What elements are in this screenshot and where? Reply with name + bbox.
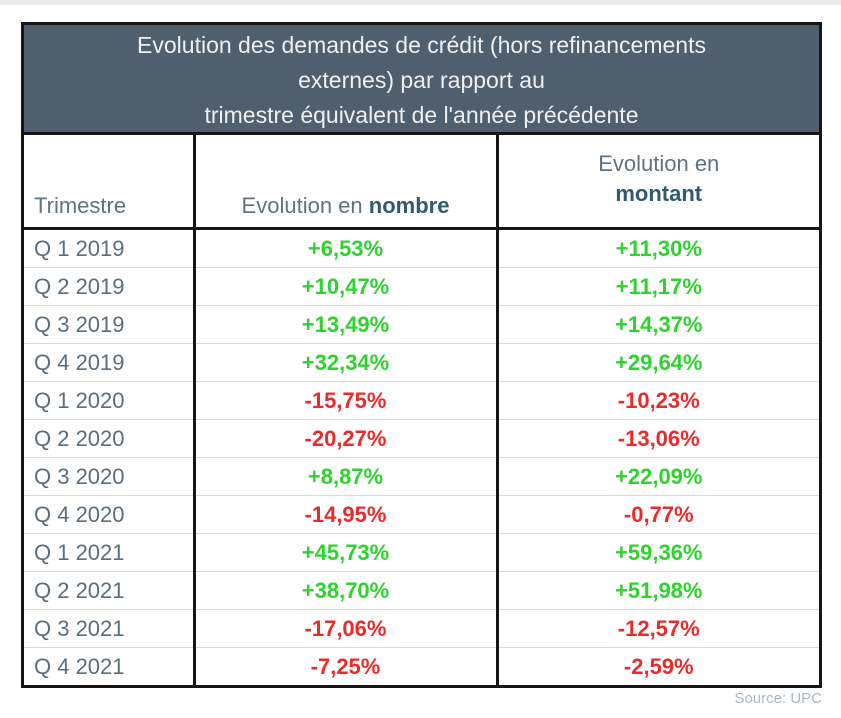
row-label: Q 1 2021 xyxy=(24,533,194,572)
value-cell: +14,37% xyxy=(495,305,819,344)
column-header-nombre: Evolution en nombre xyxy=(192,135,497,230)
value-cell: +22,09% xyxy=(495,457,819,496)
data-table: Trimestre Evolution en nombre Evolution … xyxy=(24,135,819,685)
row-label: Q 2 2020 xyxy=(24,419,194,458)
value-cell: +10,47% xyxy=(192,267,497,306)
value-cell: -7,25% xyxy=(192,647,497,685)
value-cell: -2,59% xyxy=(495,647,819,685)
value-cell: -10,23% xyxy=(495,381,819,420)
row-label: Q 1 2020 xyxy=(24,381,194,420)
value-cell: -13,06% xyxy=(495,419,819,458)
credit-demand-table: Evolution des demandes de crédit (hors r… xyxy=(21,22,822,688)
row-label: Q 2 2021 xyxy=(24,571,194,610)
table-row: Q 2 2021 +38,70% +51,98% xyxy=(24,571,819,610)
value-cell: +8,87% xyxy=(192,457,497,496)
row-label: Q 3 2020 xyxy=(24,457,194,496)
value-cell: +13,49% xyxy=(192,305,497,344)
column-header-nombre-regular: Evolution en xyxy=(241,193,369,218)
table-row: Q 3 2019 +13,49% +14,37% xyxy=(24,305,819,344)
source-note: Source: UPC xyxy=(734,690,822,707)
row-label: Q 3 2021 xyxy=(24,609,194,648)
table-row: Q 4 2019 +32,34% +29,64% xyxy=(24,343,819,382)
table-row: Q 3 2021 -17,06% -12,57% xyxy=(24,609,819,648)
top-strip xyxy=(0,0,841,5)
value-cell: +29,64% xyxy=(495,343,819,382)
row-label: Q 1 2019 xyxy=(34,236,125,261)
column-header-trimestre: Trimestre xyxy=(24,135,194,230)
column-header-nombre-bold: nombre xyxy=(368,193,450,218)
value-cell: +6,53% xyxy=(192,228,497,268)
value-cell: +32,34% xyxy=(192,343,497,382)
table-row: Q 1 2020 -15,75% -10,23% xyxy=(24,381,819,420)
table-row: Q 2 2020 -20,27% -13,06% xyxy=(24,419,819,458)
table-title-line: Evolution des demandes de crédit (hors r… xyxy=(137,32,706,58)
table-row: Q 1 2019 +6,53% +11,30% xyxy=(24,228,819,268)
table-row: Q 4 2021 -7,25% -2,59% xyxy=(24,647,819,685)
row-label: Q 3 2019 xyxy=(24,305,194,344)
value-cell: +11,30% xyxy=(495,228,819,268)
table-title-line: externes) par rapport au xyxy=(298,67,545,93)
row-label: Q 4 2021 xyxy=(24,647,194,685)
value-cell: +45,73% xyxy=(192,533,497,572)
value-cell: +51,98% xyxy=(495,571,819,610)
value-cell: -20,27% xyxy=(192,419,497,458)
value-cell: -12,57% xyxy=(495,609,819,648)
header-row: Trimestre Evolution en nombre Evolution … xyxy=(24,135,819,230)
column-header-montant-regular: Evolution en xyxy=(598,151,720,176)
column-header-montant-bold: montant xyxy=(615,181,703,206)
table-row: Q 1 2021 +45,73% +59,36% xyxy=(24,533,819,572)
table-row: Q 4 2020 -14,95% -0,77% xyxy=(24,495,819,534)
value-cell: -14,95% xyxy=(192,495,497,534)
table-title: Evolution des demandes de crédit (hors r… xyxy=(24,25,819,135)
table-title-line: trimestre équivalent de l'année précéden… xyxy=(204,102,639,128)
row-label: Q 2 2019 xyxy=(24,267,194,306)
value-cell: +11,17% xyxy=(495,267,819,306)
column-header-montant: Evolution en montant xyxy=(495,135,819,230)
row-label: Q 4 2020 xyxy=(24,495,194,534)
value-cell: -15,75% xyxy=(192,381,497,420)
row-label: Q 4 2019 xyxy=(24,343,194,382)
value-cell: -0,77% xyxy=(495,495,819,534)
value-cell: +59,36% xyxy=(495,533,819,572)
value-cell: +38,70% xyxy=(192,571,497,610)
table-row: Q 2 2019 +10,47% +11,17% xyxy=(24,267,819,306)
value-cell: -17,06% xyxy=(192,609,497,648)
table-row: Q 3 2020 +8,87% +22,09% xyxy=(24,457,819,496)
